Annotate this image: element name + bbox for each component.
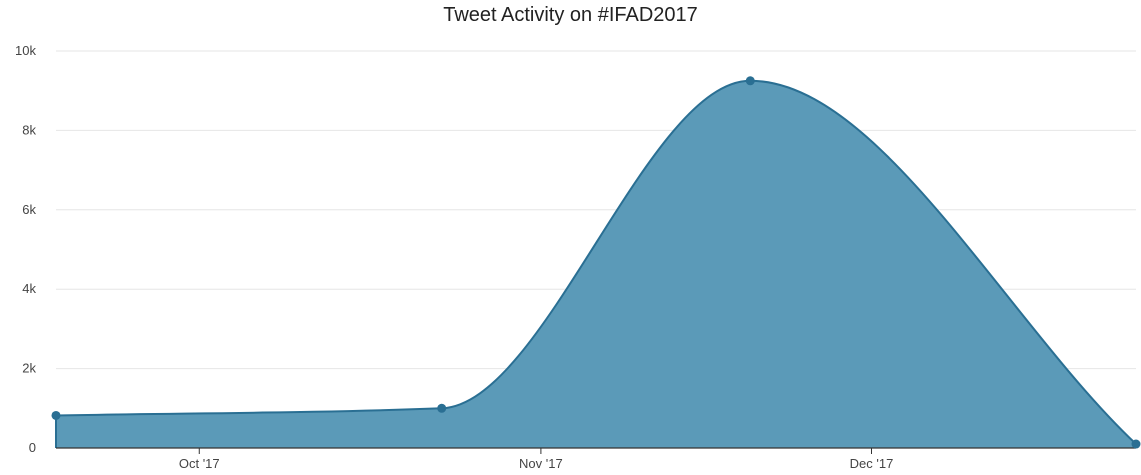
- tick-labels: 0 2k 4k 6k 8k 10k Oct '17 Nov '17 Dec '17: [15, 43, 893, 471]
- x-tick-label: Nov '17: [519, 456, 563, 471]
- data-points: [51, 76, 1141, 449]
- y-tick-label: 10k: [15, 43, 36, 58]
- data-point: [437, 403, 447, 413]
- y-tick-label: 4k: [22, 281, 36, 296]
- data-point: [51, 410, 61, 420]
- y-tick-label: 8k: [22, 122, 36, 137]
- area-fill: [56, 80, 1136, 449]
- y-tick-label: 0: [29, 440, 36, 455]
- y-tick-label: 6k: [22, 202, 36, 217]
- chart-title: Tweet Activity on #IFAD2017: [443, 4, 698, 26]
- data-point: [1131, 439, 1141, 449]
- x-tick-label: Oct '17: [179, 456, 220, 471]
- x-tick-label: Dec '17: [850, 456, 894, 471]
- data-point: [745, 76, 755, 86]
- area-series: [55, 79, 1137, 449]
- series-line: [55, 79, 1137, 445]
- y-tick-label: 2k: [22, 361, 36, 376]
- axes: [56, 447, 1136, 454]
